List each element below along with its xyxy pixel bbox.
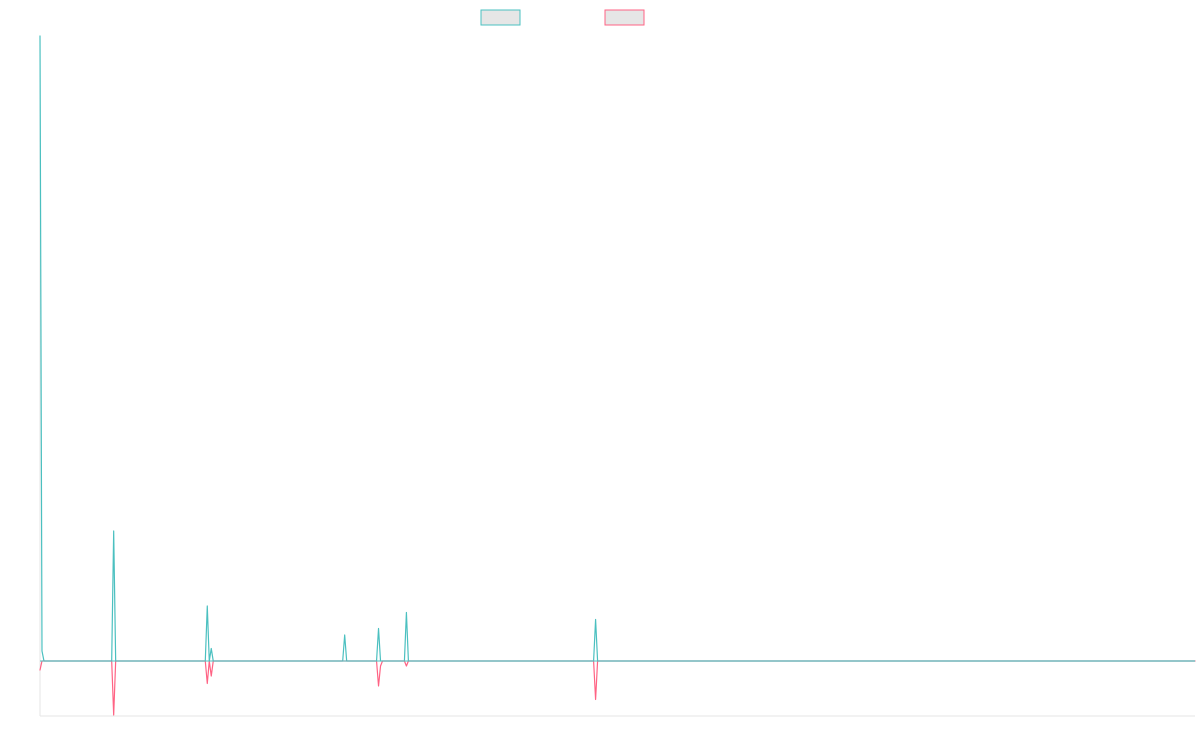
legend-swatch-1[interactable]: [480, 9, 521, 26]
axes: [39, 36, 1195, 717]
series-layer: [39, 35, 1196, 716]
series-line-2: [39, 660, 1196, 716]
series-line-1: [39, 35, 1196, 662]
legend: [480, 9, 645, 26]
legend-swatch-2[interactable]: [604, 9, 645, 26]
